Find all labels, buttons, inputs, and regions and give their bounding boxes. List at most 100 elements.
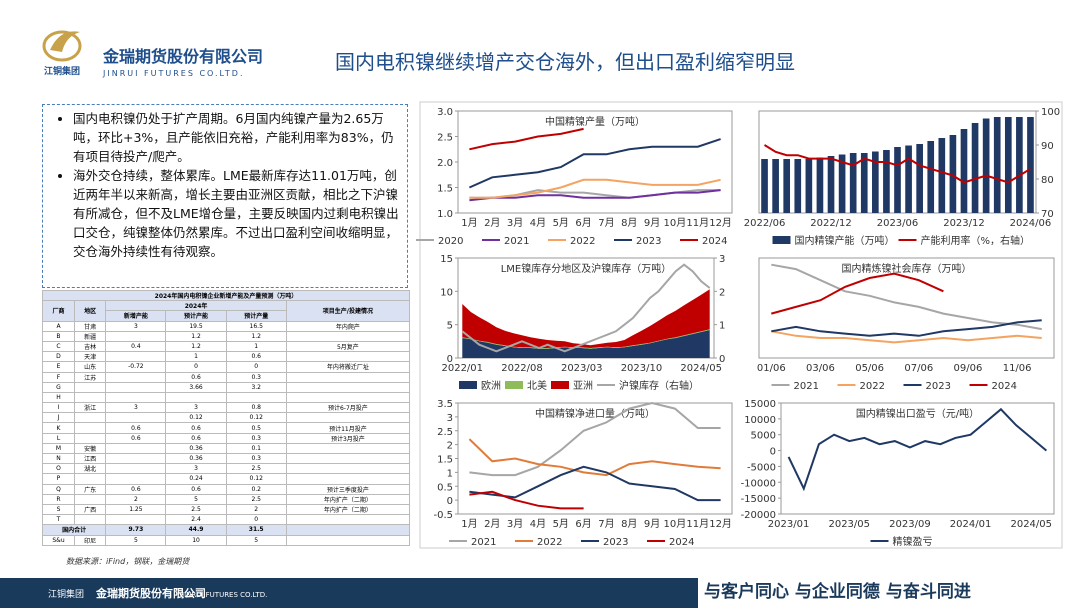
cell: 地区: [73, 300, 107, 322]
bullet: 海外交仓持续，整体累库。LME最新库存达11.01万吨，创近两年半以来新高，增长…: [73, 166, 399, 261]
footer-company-en: JINRUI FUTURES CO.LTD.: [181, 591, 267, 599]
y-tick-label: 2.5: [437, 133, 453, 144]
bar: [872, 151, 879, 213]
y-tick-label: 2: [447, 441, 453, 452]
legend-label: 2020: [438, 236, 463, 247]
x-tick-label: 10月: [664, 217, 687, 229]
bar: [982, 118, 990, 213]
x-tick-label: 2023/12: [943, 218, 985, 229]
footer-company: 金瑞期货股份有限公司: [95, 586, 206, 600]
bar: [971, 123, 979, 213]
x-tick-label: 2022/01: [441, 363, 483, 374]
bar: [916, 144, 923, 213]
y-tick-label: 0: [770, 447, 776, 458]
x-tick-label: 10月: [664, 518, 687, 530]
bar: [805, 159, 813, 213]
legend-label: 2024: [992, 381, 1017, 392]
bar: [883, 150, 890, 213]
legend-label: 2024: [669, 537, 694, 548]
cell: 项目生产/投建情况: [285, 300, 411, 322]
logo: [50, 31, 80, 52]
legend-label: 亚洲: [573, 380, 593, 392]
x-tick-label: 05/06: [855, 363, 884, 374]
y-tick-label: 10000: [744, 415, 776, 426]
y-tick-label: -20000: [741, 510, 776, 521]
row: S&u 印尼 5 10 5: [42, 534, 411, 546]
y-tick-label: 3.0: [437, 107, 453, 118]
x-tick-label: 6月: [575, 518, 591, 530]
series-line: [469, 189, 721, 202]
series-line: [468, 138, 721, 189]
x-tick-label: 09/06: [954, 363, 983, 374]
source: 数据来源：iFind，钢联，金瑞期货: [66, 557, 190, 566]
footer-group: 江铜集团: [48, 588, 84, 600]
y-tick-label: 2.5: [437, 427, 453, 438]
bar: [849, 153, 857, 213]
legend-label: 2023: [636, 236, 661, 247]
x-tick-label: 3月: [507, 217, 523, 229]
x-tick-label: 2022/06: [744, 218, 786, 229]
legend-label: 精镍盈亏: [893, 535, 933, 548]
y-tick-label: -5000: [747, 462, 776, 473]
legend-label: 2021: [794, 381, 819, 392]
legend-label: 2022: [570, 236, 595, 247]
bar: [993, 117, 1001, 213]
x-tick-label: 5月: [553, 217, 569, 229]
y-tick-label: 0.5: [437, 482, 453, 493]
x-tick-label: 2月: [484, 518, 500, 530]
y2-tick-label: 1: [719, 321, 725, 332]
y2-tick-label: 100: [1041, 107, 1060, 118]
logo-ring: [42, 30, 82, 62]
series-line: [787, 407, 1048, 492]
header: 江铜集团 金瑞期货股份有限公司 JINRUI FUTURES CO.LTD. 国…: [42, 30, 795, 78]
chart-title: 国内精炼镍社会库存（万吨）: [842, 262, 972, 275]
x-tick-label: 2024/05: [680, 363, 722, 374]
y2-tick-label: 70: [1041, 209, 1054, 220]
bar: [827, 156, 835, 213]
chart-title: 国内精镍出口盈亏（元/吨）: [856, 407, 979, 420]
series-line: [469, 127, 584, 151]
cell: 5: [225, 534, 287, 546]
y2-tick-label: 2: [719, 287, 725, 298]
y2-tick-label: 90: [1041, 141, 1054, 152]
x-tick-label: 1月: [461, 518, 477, 530]
bar: [960, 129, 968, 213]
series-line: [771, 319, 1042, 337]
series-line: [469, 178, 721, 199]
x-tick-label: 2023/09: [889, 519, 931, 530]
x-tick-label: 11月: [686, 518, 709, 530]
x-tick-label: 5月: [553, 518, 569, 530]
bar: [772, 159, 779, 213]
cell: 印尼: [73, 534, 107, 546]
plot-frame: [758, 257, 1055, 359]
y-tick-label: 5000: [751, 431, 776, 442]
x-tick-label: 7月: [598, 217, 614, 229]
y-tick-label: -0.5: [433, 510, 453, 521]
y-tick-label: 10: [440, 287, 453, 298]
y-tick-label: 5: [447, 321, 453, 332]
series-line: [763, 144, 1032, 184]
x-tick-label: 2022/08: [501, 363, 543, 374]
x-tick-label: 2023/01: [768, 519, 810, 530]
y-tick-label: 3: [447, 413, 453, 424]
y-tick-label: -15000: [741, 494, 776, 505]
company-en: JINRUI FUTURES CO.LTD.: [102, 69, 245, 78]
cell: 厂商: [42, 300, 75, 322]
x-tick-label: 2023/06: [877, 218, 919, 229]
x-tick-label: 11/06: [1003, 363, 1032, 374]
legend-label: 沪镍库存（右轴）: [619, 379, 699, 392]
legend-swatch: [551, 381, 569, 389]
group: 江铜集团: [44, 65, 80, 77]
y-tick-label: 15: [440, 254, 453, 265]
x-tick-label: 2月: [484, 217, 500, 229]
x-tick-label: 01/06: [757, 363, 786, 374]
x-tick-label: 2024/06: [1010, 218, 1052, 229]
bar: [816, 157, 824, 213]
y-tick-label: 0: [447, 496, 453, 507]
bar: [938, 138, 946, 213]
legend-swatch: [772, 236, 791, 244]
title: 国内电积镍继续增产交仓海外，但出口盈利缩窄明显: [335, 50, 795, 74]
x-tick-label: 3月: [507, 518, 523, 530]
